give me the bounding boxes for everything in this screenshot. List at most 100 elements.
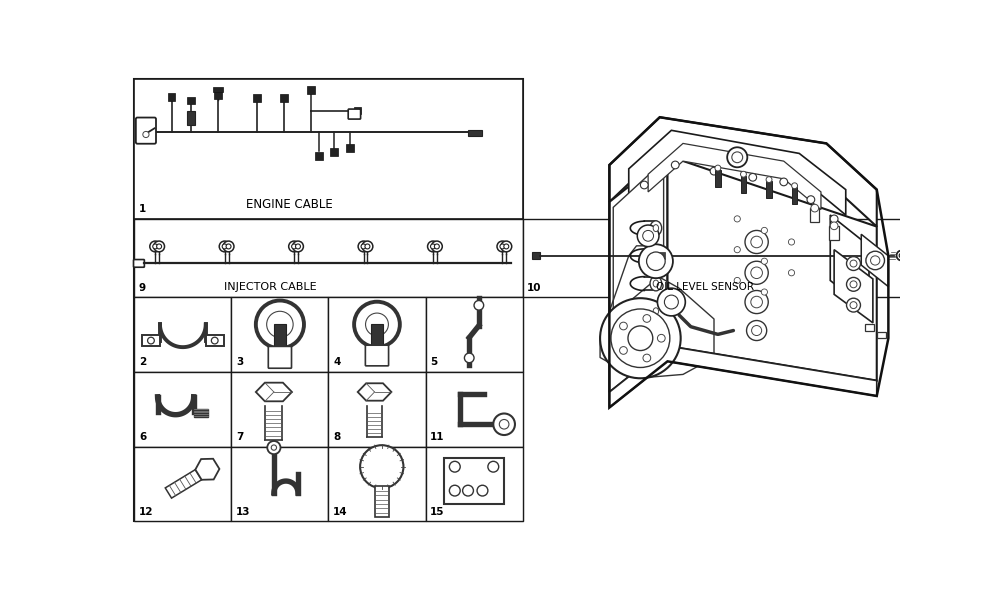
Circle shape bbox=[143, 131, 149, 137]
Circle shape bbox=[637, 225, 659, 247]
Circle shape bbox=[267, 441, 281, 454]
Ellipse shape bbox=[650, 304, 662, 318]
Polygon shape bbox=[668, 156, 877, 381]
Circle shape bbox=[256, 301, 304, 348]
Circle shape bbox=[657, 288, 685, 316]
Text: 8: 8 bbox=[333, 432, 340, 442]
Bar bbox=[426, 297, 523, 372]
Circle shape bbox=[222, 244, 227, 249]
Circle shape bbox=[766, 176, 772, 182]
Circle shape bbox=[296, 244, 300, 249]
Ellipse shape bbox=[653, 252, 659, 259]
FancyBboxPatch shape bbox=[134, 259, 144, 267]
Bar bbox=[426, 447, 523, 522]
Bar bbox=[766, 181, 772, 198]
Text: 11: 11 bbox=[430, 432, 445, 442]
Bar bbox=[656, 252, 665, 259]
Circle shape bbox=[643, 354, 651, 362]
Ellipse shape bbox=[650, 249, 662, 263]
Polygon shape bbox=[195, 459, 219, 480]
Circle shape bbox=[751, 296, 762, 308]
Circle shape bbox=[715, 165, 721, 171]
Circle shape bbox=[620, 346, 627, 354]
Polygon shape bbox=[609, 117, 877, 227]
Bar bbox=[444, 458, 504, 504]
Circle shape bbox=[671, 161, 679, 169]
Bar bbox=[523, 218, 911, 297]
Circle shape bbox=[148, 337, 154, 344]
Circle shape bbox=[362, 241, 373, 252]
Bar bbox=[328, 447, 426, 522]
Circle shape bbox=[293, 241, 303, 252]
Text: 13: 13 bbox=[236, 507, 251, 517]
Circle shape bbox=[271, 445, 277, 450]
Polygon shape bbox=[834, 250, 873, 323]
Circle shape bbox=[223, 241, 234, 252]
Circle shape bbox=[620, 322, 627, 330]
Circle shape bbox=[749, 173, 757, 181]
Bar bbox=[330, 149, 338, 156]
Circle shape bbox=[866, 251, 884, 270]
Ellipse shape bbox=[653, 224, 659, 231]
Bar bbox=[532, 252, 540, 259]
Bar bbox=[426, 372, 523, 447]
Circle shape bbox=[792, 183, 798, 189]
Circle shape bbox=[850, 260, 857, 267]
Circle shape bbox=[788, 270, 795, 276]
Circle shape bbox=[360, 445, 403, 488]
Bar bbox=[214, 91, 222, 99]
Circle shape bbox=[611, 309, 670, 368]
Polygon shape bbox=[648, 143, 821, 210]
Ellipse shape bbox=[653, 280, 659, 287]
Text: 12: 12 bbox=[139, 507, 153, 517]
Circle shape bbox=[830, 222, 838, 230]
Circle shape bbox=[657, 334, 665, 342]
Circle shape bbox=[504, 244, 509, 249]
Bar bbox=[134, 297, 231, 372]
Circle shape bbox=[751, 267, 762, 279]
Bar bbox=[134, 79, 523, 218]
Circle shape bbox=[732, 152, 743, 163]
Bar bbox=[134, 218, 523, 297]
Ellipse shape bbox=[650, 276, 662, 291]
Circle shape bbox=[847, 298, 860, 312]
Circle shape bbox=[761, 289, 767, 295]
Circle shape bbox=[361, 244, 366, 249]
Text: 4: 4 bbox=[333, 358, 340, 368]
Circle shape bbox=[289, 241, 300, 252]
Bar bbox=[231, 297, 328, 372]
Circle shape bbox=[727, 147, 747, 168]
Circle shape bbox=[734, 278, 740, 284]
Circle shape bbox=[463, 485, 473, 496]
Bar bbox=[877, 332, 886, 338]
Circle shape bbox=[761, 227, 767, 233]
Polygon shape bbox=[165, 464, 211, 498]
Circle shape bbox=[267, 311, 293, 337]
Bar bbox=[371, 324, 383, 346]
Circle shape bbox=[474, 301, 484, 310]
Circle shape bbox=[741, 171, 746, 177]
Circle shape bbox=[431, 241, 442, 252]
Circle shape bbox=[292, 244, 297, 249]
Circle shape bbox=[500, 244, 505, 249]
Circle shape bbox=[850, 302, 857, 308]
Bar bbox=[741, 176, 746, 193]
Bar bbox=[134, 372, 231, 447]
Ellipse shape bbox=[650, 221, 662, 236]
FancyBboxPatch shape bbox=[348, 109, 361, 119]
Text: 5: 5 bbox=[430, 358, 437, 368]
Circle shape bbox=[761, 258, 767, 264]
Bar bbox=[194, 408, 208, 417]
Text: 7: 7 bbox=[236, 432, 243, 442]
Bar bbox=[213, 87, 223, 92]
Circle shape bbox=[734, 216, 740, 222]
Text: OIL LEVEL SENSOR: OIL LEVEL SENSOR bbox=[656, 282, 754, 292]
Circle shape bbox=[488, 461, 499, 472]
Bar bbox=[134, 447, 231, 522]
Text: INJECTOR CABLE: INJECTOR CABLE bbox=[224, 282, 317, 292]
Circle shape bbox=[734, 247, 740, 253]
Polygon shape bbox=[256, 382, 292, 401]
Bar bbox=[168, 93, 175, 101]
Circle shape bbox=[830, 215, 838, 223]
Circle shape bbox=[501, 241, 512, 252]
